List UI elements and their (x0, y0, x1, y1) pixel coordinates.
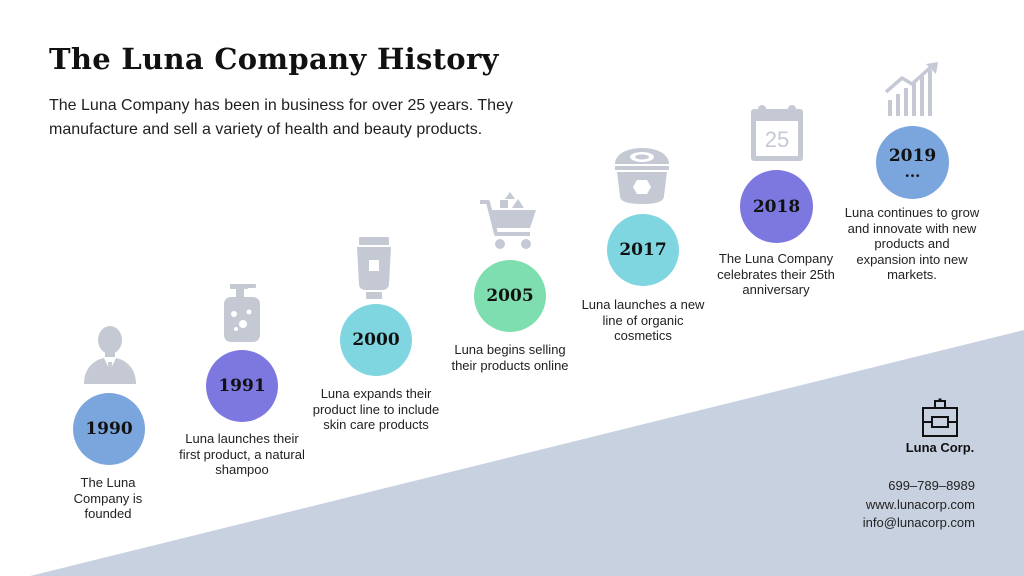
milestone-2005-description: Luna begins selling their products onlin… (451, 342, 569, 373)
milestone-year: 1991 (218, 376, 266, 396)
pump-bottle-icon (210, 282, 274, 346)
milestone-1991-circle: 1991 (206, 350, 278, 422)
growth-chart-icon (880, 58, 944, 122)
brand-name: Luna Corp. (905, 440, 975, 455)
milestone-2019-description: Luna continues to grow and innovate with… (844, 205, 980, 282)
milestone-1990-circle: 1990 (73, 393, 145, 465)
milestone-2019-circle: 2019 ... (876, 126, 949, 199)
milestone-year: 2000 (352, 330, 400, 350)
cosmetic-jar-icon (610, 142, 674, 206)
milestone-2018-circle: 2018 (740, 170, 813, 243)
milestone-year-suffix: ... (904, 162, 921, 181)
milestone-year: 2019 (888, 145, 937, 166)
contact-phone: 699–789–8989 (888, 478, 975, 493)
milestone-2017-circle: 2017 (607, 214, 679, 286)
milestone-year: 2018 (752, 196, 801, 217)
page-title: The Luna Company History (49, 42, 499, 76)
contact-website: www.lunacorp.com (865, 496, 975, 512)
milestone-2000-description: Luna expands their product line to inclu… (312, 386, 440, 432)
cream-tube-icon (342, 236, 406, 300)
milestone-year: 2005 (486, 286, 534, 306)
milestone-year: 1990 (85, 419, 133, 439)
milestone-1991-description: Luna launches their first product, a nat… (179, 431, 305, 477)
milestone-1990-description: The Luna Company is founded (73, 475, 143, 521)
milestone-2000-circle: 2000 (340, 304, 412, 376)
milestone-2005-circle: 2005 (474, 260, 546, 332)
contact-email: info@lunacorp.com (862, 515, 975, 530)
shopping-cart-icon (478, 190, 542, 254)
milestone-2018-description: The Luna Company celebrates their 25th a… (717, 251, 835, 297)
milestone-2017-description: Luna launches a new line of organic cosm… (581, 297, 705, 343)
perfume-bottle-icon (900, 398, 980, 442)
milestone-year: 2017 (619, 240, 667, 260)
contact-info: 699–789–8989 www.lunacorp.com info@lunac… (863, 477, 975, 533)
page-subtitle: The Luna Company has been in business fo… (49, 97, 513, 138)
businessman-icon (78, 322, 142, 386)
calendar-icon: 25 (745, 101, 809, 165)
calendar-number: 25 (765, 127, 789, 152)
